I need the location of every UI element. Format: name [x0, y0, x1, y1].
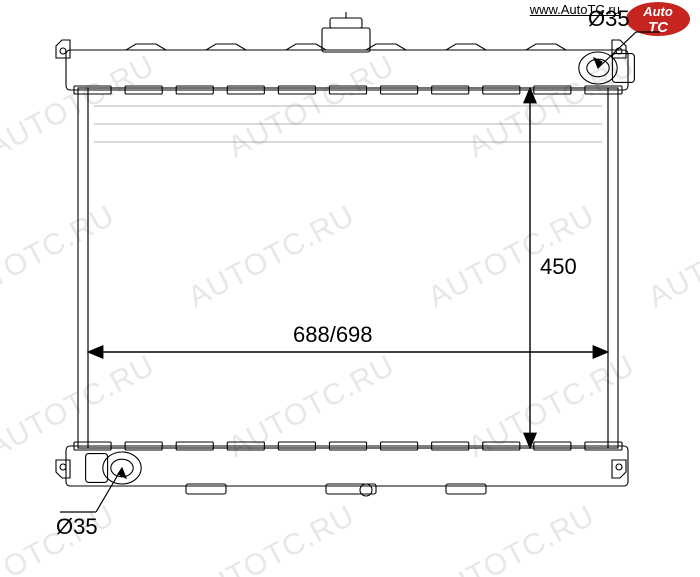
radiator-drawing [0, 0, 700, 577]
port-top-dia-label: Ø35 [588, 6, 630, 32]
port-bottom-dia-label: Ø35 [56, 514, 98, 540]
dimension-height-label: 450 [540, 254, 577, 280]
dimension-width-label: 688/698 [293, 322, 373, 348]
diagram-stage: AUTOTC.RUAUTOTC.RUAUTOTC.RUAUTOTC.RUAUTO… [0, 0, 700, 577]
